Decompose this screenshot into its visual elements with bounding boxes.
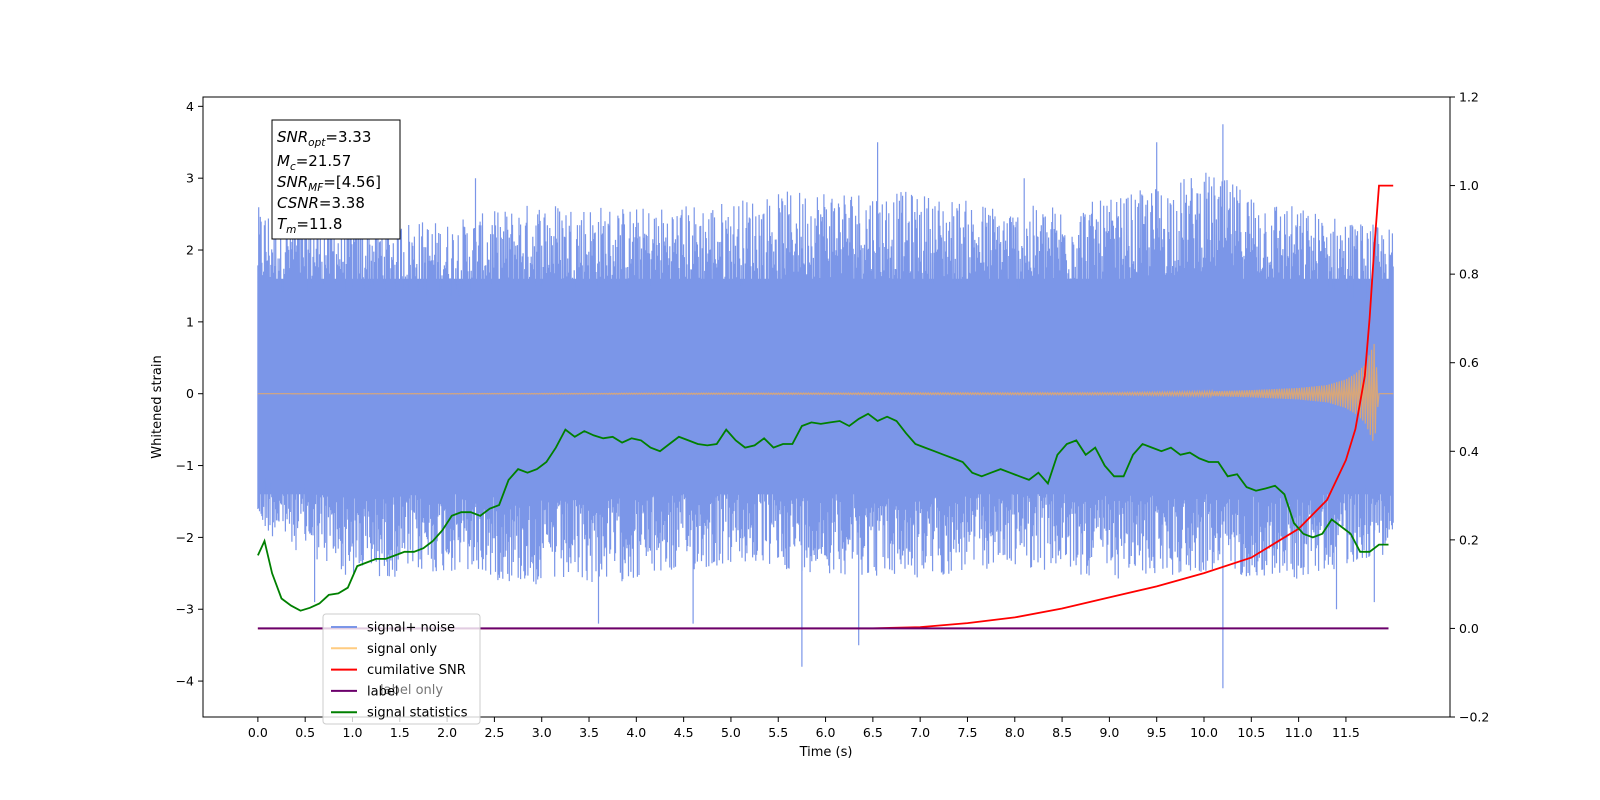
right-tick-label: 0.0: [1459, 621, 1479, 636]
x-tick-label: 7.5: [958, 725, 978, 740]
y-tick-label: 0: [186, 386, 194, 401]
y-axis-ticks: 4 3 2 1 0 −1 −2 −3 −4: [176, 99, 203, 689]
y-axis-label: Whitened strain: [150, 355, 165, 458]
right-axis-ticks: 1.2 1.0 0.8 0.6 0.4 0.2 0.0 −0.2: [1450, 90, 1489, 725]
right-tick-label: 0.6: [1459, 355, 1479, 370]
x-tick-label: 10.5: [1237, 725, 1265, 740]
signal-only-trace: [257, 343, 1394, 441]
x-tick-label: 5.0: [721, 725, 741, 740]
x-tick-label: 9.5: [1147, 725, 1167, 740]
x-tick-label: 6.5: [863, 725, 883, 740]
y-tick-label: 3: [186, 171, 194, 186]
legend-hidden-label: label only: [380, 683, 443, 698]
annotation-value: =3.38: [319, 194, 365, 212]
right-tick-label: 1.0: [1459, 178, 1479, 193]
signal-statistics-line: [257, 412, 1389, 612]
cumulative-snr-line: [257, 184, 1394, 630]
right-tick-label: 1.2: [1459, 90, 1479, 105]
noise-trace: [257, 124, 1394, 689]
annotation-value: =3.33: [325, 128, 371, 146]
signal-only-series: [257, 343, 1394, 441]
x-tick-label: 5.5: [768, 725, 788, 740]
x-tick-label: 1.0: [343, 725, 363, 740]
x-axis-label: Time (s): [799, 745, 853, 760]
y-tick-label: −2: [176, 530, 194, 545]
legend-label: signal+ noise: [367, 621, 455, 636]
y-tick-label: −4: [176, 674, 194, 689]
annotation-line: CSNR=3.38: [277, 194, 365, 212]
signal-statistics-series: [257, 412, 1389, 612]
y-tick-label: −1: [176, 458, 194, 473]
legend-label: label: [367, 684, 398, 699]
annotation-value: =[4.56]: [323, 173, 381, 191]
annotation-value: =11.8: [296, 215, 342, 233]
x-tick-label: 8.0: [1005, 725, 1025, 740]
x-tick-label: 1.5: [390, 725, 410, 740]
annotation-subscript: opt: [308, 137, 326, 149]
legend-label: signal statistics: [367, 706, 468, 721]
annotation-line: Tm=11.8: [277, 215, 342, 236]
legend: label only signal+ noise signal only cumila…: [322, 613, 481, 725]
annotation-subscript: MF: [308, 182, 324, 194]
x-tick-label: 11.5: [1332, 725, 1360, 740]
x-tick-label: 0.5: [295, 725, 315, 740]
x-tick-label: 3.5: [579, 725, 599, 740]
annotation-line: SNRMF=[4.56]: [277, 173, 381, 194]
y-tick-label: 1: [186, 314, 194, 329]
x-tick-label: 6.0: [816, 725, 836, 740]
legend-label: cumilative SNR: [367, 663, 466, 678]
annotation-symbol: SNR: [277, 128, 308, 146]
right-tick-label: 0.4: [1459, 444, 1479, 459]
x-tick-label: 7.0: [910, 725, 930, 740]
signal-noise-series: [257, 124, 1394, 689]
right-tick-label: 0.8: [1459, 267, 1479, 282]
x-tick-label: 9.0: [1099, 725, 1119, 740]
right-tick-label: 0.2: [1459, 532, 1479, 547]
annotation-subscript: c: [290, 161, 296, 173]
x-tick-label: 3.0: [532, 725, 552, 740]
x-tick-label: 2.0: [437, 725, 457, 740]
x-tick-label: 11.0: [1285, 725, 1313, 740]
annotation-line: Mc=21.57: [277, 152, 351, 173]
y-tick-label: 2: [186, 243, 194, 258]
x-axis-ticks: 0.0 0.5 1.0 1.5 2.0 2.5 3.0 3.5 4.0 4.5 5.0 5.5 6.0 6…: [248, 717, 1360, 740]
annotation-subscript: m: [286, 224, 296, 236]
y-tick-label: 4: [186, 99, 194, 114]
annotation-value: =21.57: [296, 152, 352, 170]
annotation-symbol: CSNR: [277, 194, 319, 212]
annotation-symbol: SNR: [277, 173, 308, 191]
annotation-line: SNRopt=3.33: [277, 128, 371, 149]
x-tick-label: 8.5: [1052, 725, 1072, 740]
annotation-symbol: T: [277, 215, 288, 233]
y-tick-label: −3: [176, 602, 194, 617]
plot-frame: [202, 96, 1451, 718]
annotation-symbol: M: [277, 152, 290, 170]
x-tick-label: 0.0: [248, 725, 268, 740]
x-tick-label: 10.0: [1190, 725, 1218, 740]
cumulative-snr-series: [257, 184, 1394, 630]
x-tick-label: 4.5: [674, 725, 694, 740]
x-tick-label: 2.5: [484, 725, 504, 740]
x-tick-label: 4.0: [626, 725, 646, 740]
annotation-box: SNRopt=3.33Mc=21.57SNRMF=[4.56]CSNR=3.38…: [271, 119, 401, 240]
right-tick-label: −0.2: [1459, 710, 1489, 725]
legend-label: signal only: [367, 642, 437, 657]
